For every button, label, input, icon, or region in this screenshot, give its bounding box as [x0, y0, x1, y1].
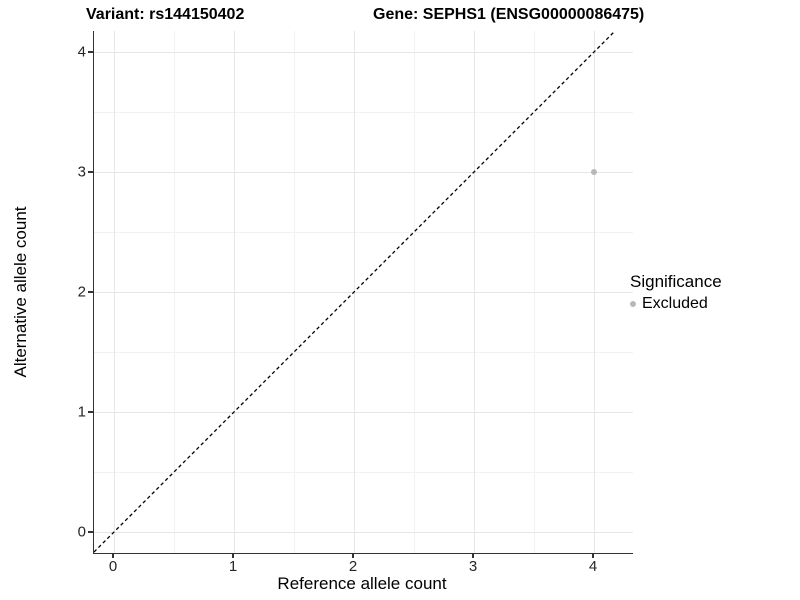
y-tick-label: 4: [77, 43, 86, 61]
y-major-gridline: [94, 172, 633, 173]
data-point: [591, 169, 597, 175]
legend-entries: Excluded: [630, 295, 722, 313]
legend-title: Significance: [630, 272, 722, 291]
x-tick-label: 3: [468, 558, 478, 575]
y-major-gridline: [94, 532, 633, 533]
y-minor-gridline: [94, 352, 633, 353]
y-tick-mark: [88, 411, 93, 413]
x-tick-label: 0: [108, 558, 118, 575]
y-tick-mark: [88, 531, 93, 533]
x-tick-mark: [472, 553, 474, 558]
legend-entry-label: Excluded: [642, 295, 708, 312]
identity-dashed-line: [94, 31, 616, 553]
x-tick-mark: [112, 553, 114, 558]
x-axis-title: Reference allele count: [277, 574, 447, 593]
y-minor-gridline: [94, 472, 633, 473]
x-tick-mark: [232, 553, 234, 558]
y-tick-mark: [88, 291, 93, 293]
x-tick-label: 1: [228, 558, 238, 575]
y-tick-label: 3: [77, 163, 86, 181]
y-minor-gridline: [94, 112, 633, 113]
y-tick-mark: [88, 171, 93, 173]
y-minor-gridline: [94, 232, 633, 233]
x-tick-mark: [352, 553, 354, 558]
variant-title: Variant: rs144150402: [86, 6, 245, 23]
y-major-gridline: [94, 292, 633, 293]
x-tick-mark: [592, 553, 594, 558]
y-major-gridline: [94, 52, 633, 53]
y-major-gridline: [94, 412, 633, 413]
x-tick-label: 2: [348, 558, 358, 575]
y-tick-label: 0: [77, 523, 86, 541]
legend: Significance Excluded: [630, 272, 722, 313]
y-tick-label: 2: [77, 283, 86, 301]
legend-key-dot: [630, 301, 636, 307]
x-tick-label: 4: [588, 558, 598, 575]
y-axis-title: Alternative allele count: [11, 206, 30, 378]
plot-panel: [93, 31, 633, 554]
gene-title: Gene: SEPHS1 (ENSG00000086475): [373, 6, 645, 23]
legend-entry: Excluded: [630, 295, 722, 313]
y-tick-label: 1: [77, 403, 86, 421]
y-tick-mark: [88, 51, 93, 53]
